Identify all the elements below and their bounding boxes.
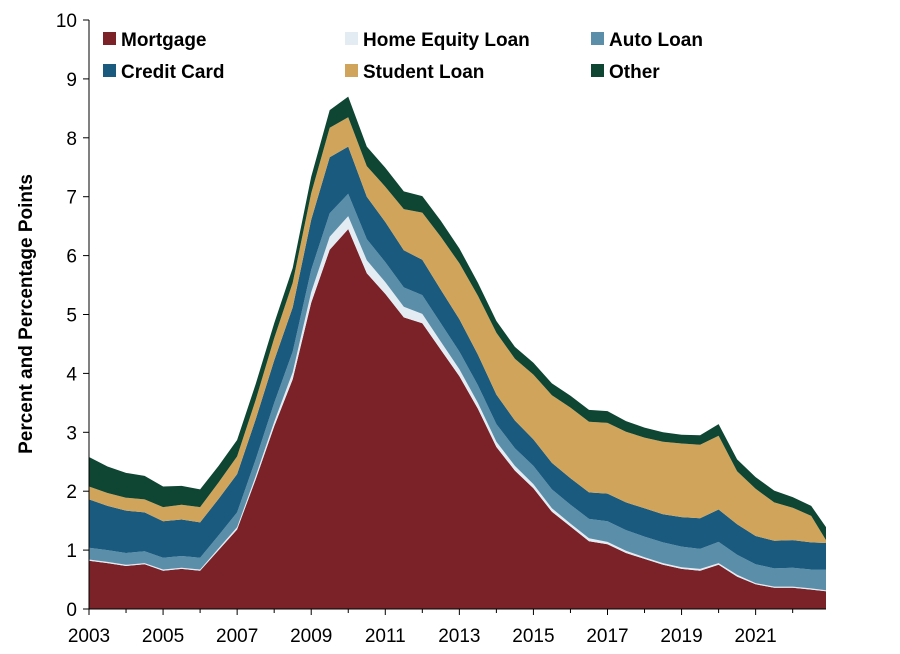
legend-swatch-home-equity-loan bbox=[345, 32, 358, 45]
legend: Mortgage Home Equity Loan Auto Loan Credit … bbox=[103, 30, 703, 83]
legend-label-home-equity-loan: Home Equity Loan bbox=[363, 30, 530, 51]
y-tick-label: 9 bbox=[66, 70, 77, 91]
legend-swatch-other bbox=[591, 64, 604, 77]
x-tick-label: 2017 bbox=[586, 626, 628, 647]
y-axis-title: Percent and Percentage Points bbox=[16, 174, 37, 454]
legend-label-auto-loan: Auto Loan bbox=[609, 30, 703, 51]
area-other bbox=[89, 96, 826, 541]
y-tick-label: 6 bbox=[66, 247, 77, 268]
area-student-loan bbox=[89, 117, 826, 543]
y-axis-ticks: 0 1 2 3 4 5 6 7 8 9 10 bbox=[56, 11, 89, 621]
legend-label-credit-card: Credit Card bbox=[121, 62, 224, 83]
legend-swatch-credit-card bbox=[103, 64, 116, 77]
area-credit-card bbox=[89, 146, 826, 570]
legend-swatch-mortgage bbox=[103, 32, 116, 45]
legend-swatch-student-loan bbox=[345, 64, 358, 77]
x-tick-label: 2015 bbox=[512, 626, 554, 647]
legend-label-student-loan: Student Loan bbox=[363, 62, 484, 83]
y-tick-label: 7 bbox=[66, 188, 77, 209]
y-tick-label: 10 bbox=[56, 11, 77, 32]
y-tick-label: 1 bbox=[66, 541, 77, 562]
y-tick-label: 4 bbox=[66, 364, 77, 385]
x-tick-label: 2009 bbox=[290, 626, 332, 647]
y-tick-label: 5 bbox=[66, 306, 77, 327]
legend-swatch-auto-loan bbox=[591, 32, 604, 45]
y-tick-label: 2 bbox=[66, 482, 77, 503]
x-tick-label: 2019 bbox=[660, 626, 702, 647]
x-tick-label: 2005 bbox=[142, 626, 184, 647]
y-tick-label: 8 bbox=[66, 129, 77, 150]
chart-areas bbox=[89, 96, 826, 609]
x-tick-label: 2013 bbox=[438, 626, 480, 647]
x-tick-label: 2011 bbox=[365, 626, 406, 647]
y-tick-label: 0 bbox=[66, 600, 77, 621]
x-tick-label: 2007 bbox=[216, 626, 258, 647]
x-tick-label: 2003 bbox=[68, 626, 110, 647]
y-tick-label: 3 bbox=[66, 423, 77, 444]
legend-label-mortgage: Mortgage bbox=[121, 30, 207, 51]
area-mortgage bbox=[89, 229, 826, 609]
x-axis-ticks: 2003 2005 2007 2009 2011 2013 2015 2017 2019 2021 bbox=[68, 609, 794, 647]
x-tick-label: 2021 bbox=[734, 626, 776, 647]
legend-label-other: Other bbox=[609, 62, 660, 83]
